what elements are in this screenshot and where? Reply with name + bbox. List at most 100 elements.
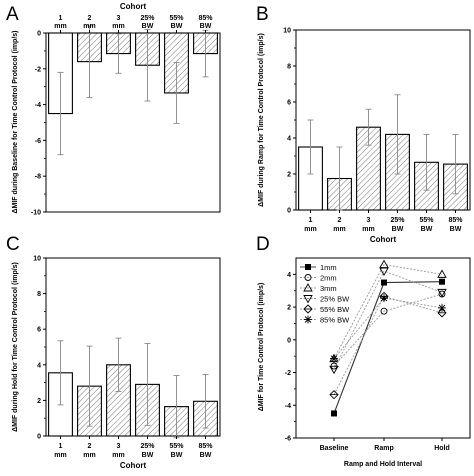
x-tick-label: mm [83,23,95,30]
x-tick-label: 1 [59,443,63,450]
x-tick-label: 25% [140,15,155,22]
x-axis-label: Cohort [370,235,397,244]
y-tick-label: -8 [35,174,41,181]
y-tick-label: 0 [287,337,291,344]
y-tick-label: 4 [287,136,291,143]
marker [303,283,313,292]
x-tick-label: Hold [434,445,450,452]
x-tick-label: BW [392,226,404,233]
panel-letter: B [256,4,269,25]
x-tick-label: Ramp [374,445,393,452]
legend-label: 55% BW [320,305,350,314]
marker [303,295,313,304]
marker [437,269,447,278]
y-tick-label: 4 [287,272,291,279]
x-tick-label: BW [200,23,212,30]
y-axis-label: ΔMIF during Hold for Time Control Protoc… [12,262,19,432]
series-line [333,270,443,370]
y-tick-label: 2 [287,172,291,179]
x-axis-label: Ramp and Hold Interval [344,461,422,468]
marker [379,259,389,268]
y-tick-label: -2 [35,66,41,73]
marker [305,264,311,270]
legend-label: 25% BW [320,295,350,304]
marker [379,267,389,276]
y-tick-label: 0 [37,31,41,38]
y-axis-label: ΔMIF for Time Control Protocol (imp/s) [258,283,265,412]
y-tick-label: -4 [285,403,291,410]
x-tick-label: mm [362,226,374,233]
x-tick-label: 55% [169,443,184,450]
panel-letter: A [6,4,19,25]
y-tick-label: 0 [287,208,291,215]
x-tick-label: 55% [419,217,434,224]
y-tick-label: -6 [285,436,291,443]
y-tick-label: 8 [287,64,291,71]
marker [381,279,387,286]
series-line [333,293,443,367]
x-tick-label: mm [304,226,316,233]
y-tick-label: 8 [37,291,41,298]
y-tick-label: 4 [37,362,41,369]
x-tick-label: mm [54,452,66,459]
x-tick-label: BW [450,226,462,233]
series-line [333,295,443,395]
x-axis-label: Cohort [120,461,147,470]
x-tick-label: Baseline [320,445,349,452]
y-tick-label: -4 [35,102,41,109]
x-tick-label: 1 [59,15,63,22]
y-axis-label: ΔMIF during Ramp for Time Control Protoc… [258,33,265,207]
x-tick-label: mm [333,226,345,233]
x-tick-label: BW [142,23,154,30]
x-tick-label: mm [112,23,124,30]
y-tick-label: -10 [31,210,41,217]
x-tick-label: BW [142,452,154,459]
y-tick-label: 6 [287,100,291,107]
legend-label: 1mm [320,263,337,272]
x-tick-label: 3 [117,443,121,450]
series-line [333,264,443,359]
y-tick-label: 2 [37,398,41,405]
series-3: 25% BW [300,267,447,375]
y-axis-label: ΔMIF during Baseline for Time Control Pr… [12,30,19,213]
x-tick-label: 55% [169,15,184,22]
y-tick-label: 10 [283,28,291,35]
x-tick-label: 1 [309,217,313,224]
x-tick-label: BW [421,226,433,233]
x-tick-label: 25% [140,443,155,450]
x-tick-label: BW [200,452,212,459]
x-tick-label: 2 [88,443,92,450]
y-tick-label: -2 [285,370,291,377]
marker [437,308,447,318]
panel-a: A 0 -2 -4 -6 -8 -10 ΔMIF during Baseline for Ti… [6,2,221,217]
legend-label: 2mm [320,274,337,283]
y-tick-label: 10 [33,256,41,263]
chart-title: Cohort [120,2,147,11]
x-tick-label: BW [171,452,183,459]
y-tick-label: -6 [35,138,41,145]
y-tick-label: 0 [37,434,41,441]
marker [329,389,339,400]
marker [439,278,445,285]
series-0: 1mm [300,263,445,417]
panel-c: C 0 2 4 6 8 10 ΔMIF during Hold for Time Contro… [6,234,221,470]
x-tick-label: 85% [448,217,463,224]
legend-label: 3mm [320,284,337,293]
panel-letter: D [256,234,270,255]
x-tick-label: 2 [88,15,92,22]
x-tick-label: mm [83,452,95,459]
marker [331,410,337,417]
y-tick-label: 6 [37,327,41,334]
legend-label: 85% BW [320,316,350,325]
marker [380,307,388,315]
x-tick-label: 3 [117,15,121,22]
x-tick-label: 85% [198,15,213,22]
x-tick-label: BW [171,23,183,30]
marker [329,365,339,375]
series-5: 85% BW [300,294,446,363]
marker [303,304,313,314]
panel-d: D -6 -4 -2 0 2 4 ΔMIF for Time Control Protocol… [256,234,471,468]
panel-letter: C [6,234,20,255]
y-tick-label: 2 [287,305,291,312]
